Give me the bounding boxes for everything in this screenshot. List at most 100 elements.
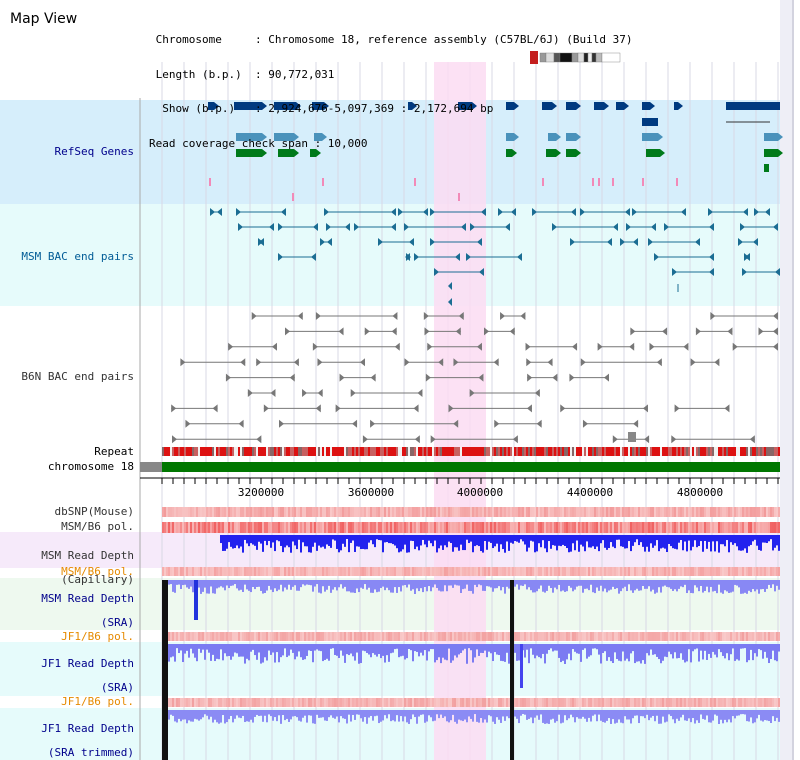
msm-sra-depth-bar	[766, 580, 768, 589]
msm-sra-depth-bar	[712, 580, 714, 592]
msm-b6-pol-track-cell	[336, 522, 338, 533]
track-label-msm-read-depth-capillary[interactable]: MSM Read Depth (Capillary)	[15, 538, 134, 598]
jf1-b6-pol-track-cell	[492, 632, 494, 641]
msm-capillary-depth-bar	[516, 535, 518, 542]
refseq-gene	[566, 102, 576, 110]
jf1-b6-pol-track-2-cell	[214, 698, 216, 707]
repeat-segment	[388, 447, 390, 456]
jf1-trim-depth-bar	[648, 710, 650, 721]
track-label-jf1-read-depth-trimmed[interactable]: JF1 Read Depth (SRA trimmed)	[15, 711, 134, 760]
track-label-jf1-b6-pol[interactable]: JF1/B6 pol.	[61, 630, 134, 643]
jf1-b6-pol-track-2-cell	[590, 698, 592, 707]
dbsnp-track-cell	[274, 507, 276, 517]
jf1-b6-pol-track-cell	[230, 632, 232, 641]
dbsnp-track-cell	[656, 507, 658, 517]
jf1-trim-depth-bar	[196, 710, 198, 720]
track-label-jf1-b6-pol-2[interactable]: JF1/B6 pol.	[61, 695, 134, 708]
jf1-sra-depth-bar	[358, 644, 360, 664]
jf1-trim-depth-bar	[716, 710, 718, 716]
msm-b6-pol-track-cell	[382, 522, 384, 533]
track-label-refseq[interactable]: RefSeq Genes	[54, 145, 134, 158]
jf1-b6-pol-track-2-cell	[548, 698, 550, 707]
track-label-dbsnp[interactable]: dbSNP(Mouse)	[54, 505, 134, 518]
refseq-gene	[506, 149, 512, 157]
track-label-msm-read-depth-sra[interactable]: MSM Read Depth (SRA)	[15, 581, 134, 641]
b6n-bac-pair-end	[225, 373, 231, 382]
dbsnp-track-cell	[664, 507, 666, 517]
repeat-segment	[418, 447, 420, 456]
track-label-b6n-bac[interactable]: B6N BAC end pairs	[21, 370, 134, 383]
repeat-segment	[700, 447, 702, 456]
jf1-trim-depth-bar	[734, 710, 736, 719]
jf1-b6-pol-track-2-cell	[344, 698, 346, 707]
msm-bac-pair-end	[498, 208, 503, 216]
msm-b6-pol-track-cell	[310, 522, 312, 533]
jf1-b6-pol-track-2-cell	[656, 698, 658, 707]
msm-b6-pol-track-cell	[478, 522, 480, 533]
repeat-segment	[354, 447, 356, 456]
repeat-segment	[306, 447, 308, 456]
msm-b6-pol-track-cell	[188, 522, 190, 533]
jf1-sra-depth-bar	[322, 644, 324, 662]
msm-b6-pol-track-cell	[504, 522, 506, 533]
msm-bac-pair-end	[423, 208, 428, 216]
dbsnp-track-cell	[610, 507, 612, 517]
repeat-segment	[606, 447, 608, 456]
msm-b6-pol-track-2-cell	[578, 567, 580, 576]
msm-b6-pol-track-cell	[728, 522, 730, 533]
track-label-msm-bac[interactable]: MSM BAC end pairs	[21, 250, 134, 263]
dbsnp-track-cell	[244, 507, 246, 517]
dbsnp-track-cell	[424, 507, 426, 517]
jf1-b6-pol-track-cell	[658, 632, 660, 641]
jf1-b6-pol-track-cell	[198, 632, 200, 641]
jf1-sra-depth-bar	[772, 644, 774, 651]
msm-capillary-depth-bar	[340, 535, 342, 551]
msm-capillary-depth-bar	[660, 535, 662, 549]
jf1-trim-depth-bar	[592, 710, 594, 716]
jf1-sra-depth-bar	[354, 644, 356, 661]
msm-sra-depth-bar	[456, 580, 458, 586]
msm-capillary-depth-bar	[772, 535, 774, 551]
jf1-b6-pol-track-2-cell	[532, 698, 534, 707]
jf1-sra-depth-bar	[260, 644, 262, 664]
jf1-trim-depth-bar	[324, 710, 326, 721]
msm-b6-pol-track-cell	[554, 522, 556, 533]
track-label-chromosome[interactable]: chromosome 18	[47, 460, 134, 473]
msm-b6-pol-track-cell	[296, 522, 298, 533]
jf1-trim-depth-bar	[598, 710, 600, 715]
b6n-bac-pair-end	[238, 419, 244, 428]
jf1-b6-pol-track-cell	[628, 632, 630, 641]
msm-sra-depth-bar	[416, 580, 418, 589]
refseq-gene-arrow	[324, 102, 329, 110]
dbsnp-track-cell	[456, 507, 458, 517]
msm-b6-pol-track-cell	[254, 522, 256, 533]
dbsnp-track-cell	[332, 507, 334, 517]
jf1-sra-depth-bar	[680, 644, 682, 654]
repeat-segment	[254, 447, 256, 456]
track-label-jf1-read-depth-sra[interactable]: JF1 Read Depth (SRA)	[15, 646, 134, 706]
msm-sra-depth-bar	[244, 580, 246, 585]
track-label-msm-b6-pol[interactable]: MSM/B6 pol.	[61, 520, 134, 533]
track-label-msm-b6-pol-2[interactable]: MSM/B6 pol.	[61, 565, 134, 578]
msm-sra-depth-bar	[462, 580, 464, 590]
jf1-sra-depth-bar	[246, 644, 248, 659]
dbsnp-track-cell	[750, 507, 752, 517]
dbsnp-track-cell	[578, 507, 580, 517]
msm-b6-pol-track-cell	[284, 522, 286, 533]
jf1-b6-pol-track-2-cell	[594, 698, 596, 707]
dbsnp-track-cell	[404, 507, 406, 517]
jf1-trim-depth-bar	[566, 710, 568, 721]
msm-capillary-depth-bar	[250, 535, 252, 544]
jf1-sra-depth-bar	[722, 644, 724, 656]
jf1-b6-pol-track-2-cell	[488, 698, 490, 707]
jf1-sra-depth-bar	[640, 644, 642, 664]
msm-sra-depth-bar	[276, 580, 278, 592]
dbsnp-track-cell	[304, 507, 306, 517]
dbsnp-track-cell	[534, 507, 536, 517]
jf1-b6-pol-track-cell	[264, 632, 266, 641]
track-label-repeat[interactable]: Repeat	[94, 445, 134, 458]
msm-b6-pol-track-2-cell	[374, 567, 376, 576]
msm-b6-pol-track-cell	[500, 522, 502, 533]
jf1-sra-depth-bar	[556, 644, 558, 651]
msm-bac-pair-end	[269, 223, 274, 231]
